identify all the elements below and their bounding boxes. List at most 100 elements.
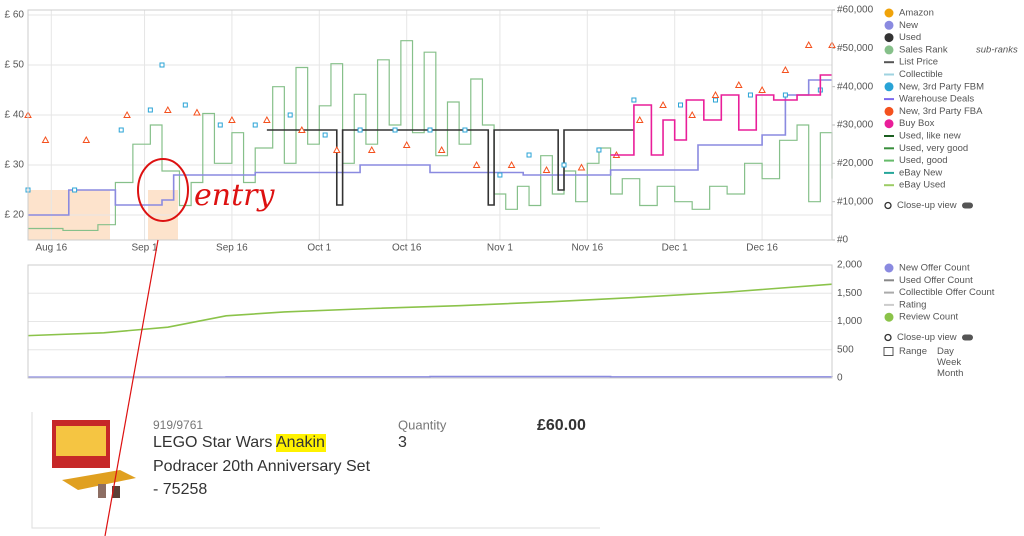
- fba-point: [297, 125, 306, 133]
- legend-label: New: [899, 20, 918, 31]
- range-label: Range: [899, 346, 927, 357]
- y2-tick-label: #50,000: [837, 43, 874, 54]
- series-line: [28, 79, 832, 216]
- fba-point: [367, 145, 376, 153]
- fbm-point: [596, 147, 602, 153]
- title-text: LEGO Star Wars: [153, 434, 276, 451]
- fbm-point: [182, 102, 188, 108]
- product-title: Podracer 20th Anniversary Set: [153, 458, 371, 475]
- legend-symbol: [884, 45, 894, 55]
- legend-symbol: [884, 33, 894, 43]
- range-option[interactable]: Week: [937, 357, 961, 368]
- legend-symbol: [884, 263, 894, 273]
- legend-label: Collectible Offer Count: [899, 287, 995, 298]
- y-tick-label: £ 40: [5, 110, 25, 121]
- fbm-point: [118, 127, 124, 133]
- fba-point: [437, 145, 446, 153]
- legend-symbol: [884, 119, 894, 129]
- range-option[interactable]: Month: [937, 368, 963, 379]
- range-option[interactable]: Day: [937, 346, 954, 357]
- series-line: [27, 283, 833, 337]
- fbm-point: [427, 127, 433, 133]
- calendar-icon: [883, 347, 894, 356]
- legend-label: eBay New: [899, 167, 942, 178]
- legend-label: Used Offer Count: [899, 275, 973, 286]
- fba-point: [659, 100, 667, 108]
- fba-point: [123, 110, 131, 118]
- x-tick-label: Sep 1: [131, 243, 158, 254]
- legend-label: Rating: [899, 299, 926, 310]
- fbm-point: [678, 102, 684, 108]
- y2-tick-label: 0: [837, 373, 843, 384]
- product-title: - 75258: [153, 481, 207, 498]
- fba-point: [472, 160, 481, 168]
- legend-label: Review Count: [899, 312, 958, 323]
- legend-symbol: [884, 82, 894, 92]
- price: £60.00: [537, 417, 586, 434]
- fba-point: [263, 115, 271, 123]
- fba-point: [781, 65, 790, 73]
- fba-point: [193, 108, 201, 116]
- legend-label: New, 3rd Party FBA: [899, 106, 983, 117]
- fbm-point: [287, 112, 293, 118]
- figure: [112, 486, 120, 498]
- y2-tick-label: 1,000: [837, 316, 862, 327]
- x-tick-label: Nov 16: [571, 243, 603, 254]
- y2-tick-label: 2,000: [837, 260, 862, 271]
- product-title: LEGO Star Wars Anakin: [153, 434, 325, 451]
- legend-symbol: [884, 106, 894, 116]
- fbm-point: [747, 92, 753, 98]
- y2-tick-label: #40,000: [837, 81, 874, 92]
- legend-label: List Price: [899, 57, 938, 68]
- y-tick-label: £ 30: [5, 160, 25, 171]
- series-line: [266, 129, 634, 206]
- legend-label: Used: [899, 32, 921, 43]
- y2-tick-label: #60,000: [837, 5, 874, 16]
- series-line: [28, 40, 833, 232]
- x-tick-label: Dec 1: [662, 243, 689, 254]
- legend-label: eBay Used: [899, 180, 945, 191]
- search-icon: [884, 333, 892, 342]
- fba-point: [41, 135, 50, 143]
- box-art: [56, 426, 106, 456]
- legend-label: Buy Box: [899, 118, 935, 129]
- fba-point: [758, 85, 766, 93]
- fba-point: [163, 105, 172, 113]
- fba-point: [228, 115, 236, 123]
- title-highlight: Anakin: [276, 434, 325, 451]
- plot-frame: [27, 9, 833, 241]
- y2-tick-label: #30,000: [837, 120, 874, 131]
- series-line: [610, 74, 832, 156]
- highlight: [276, 434, 326, 452]
- fba-point: [711, 90, 720, 98]
- x-tick-label: Dec 16: [746, 243, 778, 254]
- quantity-label: Quantity: [398, 417, 447, 432]
- fba-point: [507, 160, 516, 168]
- fba-point: [402, 140, 411, 148]
- legend-label: New Offer Count: [899, 263, 970, 274]
- fba-point: [542, 165, 551, 173]
- x-tick-label: Aug 16: [35, 243, 67, 254]
- x-tick-label: Sep 16: [216, 243, 248, 254]
- legend-label: New, 3rd Party FBM: [899, 81, 984, 92]
- fbm-point: [392, 127, 398, 133]
- toggle: [962, 334, 973, 341]
- legend-label: Used, very good: [899, 143, 968, 154]
- close-up-toggle[interactable]: Close-up view: [897, 332, 957, 343]
- fba-point: [804, 40, 813, 48]
- fbm-point: [322, 132, 328, 138]
- legend-symbol: [884, 20, 894, 30]
- legend-label: Warehouse Deals: [899, 94, 974, 105]
- annotation-text: entry: [194, 178, 275, 213]
- sub-ranks-link: sub-ranks: [976, 44, 1018, 55]
- fba-point: [82, 135, 91, 143]
- legend-label: Collectible: [899, 69, 943, 80]
- y2-tick-label: #10,000: [837, 196, 874, 207]
- fba-point: [635, 115, 644, 123]
- close-up-toggle[interactable]: Close-up view: [897, 200, 957, 211]
- legend-symbol: [884, 312, 894, 322]
- fbm-point: [357, 127, 363, 133]
- series-line: [28, 375, 833, 378]
